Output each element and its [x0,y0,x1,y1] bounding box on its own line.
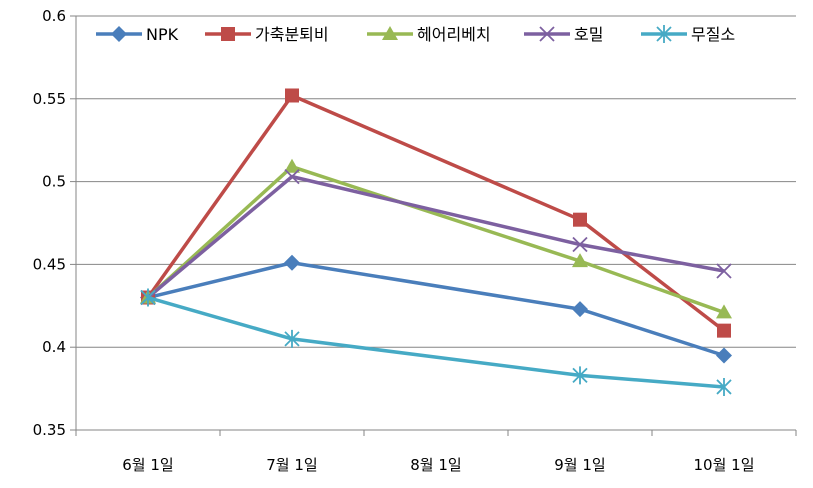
x-tick-label: 6월 1일 [122,456,173,474]
legend-label: 헤어리베치 [417,25,491,44]
data-point [284,168,300,185]
data-point [716,304,732,319]
data-point [573,212,587,227]
y-tick-label: 0.45 [33,255,66,273]
series-lines [140,88,732,396]
legend-item: 호밀 [524,25,603,44]
y-tick-label: 0.6 [42,7,66,25]
y-axis-tick-labels: 0.35 0.4 0.45 0.5 0.55 0.6 [33,7,66,439]
series-line [146,174,725,299]
legend-marker [539,26,555,42]
legend-label: 호밀 [574,25,603,44]
series-2 [141,88,731,338]
y-tick-label: 0.4 [42,338,66,356]
legend-item: 헤어리베치 [367,25,491,44]
series-line [146,93,726,333]
legend-marker [382,26,398,40]
data-point [572,236,588,253]
data-point [140,288,156,307]
data-point [716,347,732,364]
gridlines [76,15,796,348]
legend: NPK 가축분퇴비 헤어리베치 호밀 무질소 [96,25,735,44]
data-point [717,323,731,338]
legend-item: 무질소 [641,25,735,44]
series-line [147,260,725,358]
y-tick-label: 0.55 [33,90,66,108]
y-tick-label: 0.5 [42,173,66,191]
data-point [284,329,300,348]
legend-label: 가축분퇴비 [255,25,329,44]
legend-marker [656,25,672,43]
data-point [284,254,300,271]
y-tick-label: 0.35 [33,421,66,439]
series-line [146,164,725,315]
x-tick-label: 10월 1일 [694,456,755,474]
axes [70,15,797,436]
legend-label: 무질소 [691,25,735,44]
legend-item: NPK [96,25,179,44]
data-point [572,301,588,318]
x-tick-label: 8월 1일 [410,456,461,474]
data-point [716,263,732,279]
legend-marker [111,26,127,42]
data-point [572,253,588,268]
data-point [285,88,299,103]
legend-item: 가축분퇴비 [205,25,329,44]
x-tick-label: 7월 1일 [266,456,317,474]
data-point [572,366,588,385]
series-5 [140,288,732,396]
series-line [147,295,725,389]
x-tick-label: 9월 1일 [554,456,605,474]
legend-label: NPK [146,25,179,44]
legend-marker [221,27,235,41]
x-axis-tick-labels: 6월 1일 7월 1일 8월 1일 9월 1일 10월 1일 [122,456,754,474]
data-point [716,377,732,396]
data-point [284,158,300,173]
